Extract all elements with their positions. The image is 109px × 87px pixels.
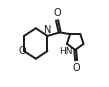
Text: O: O	[18, 46, 26, 56]
Text: O: O	[72, 63, 80, 73]
Text: HN: HN	[59, 47, 73, 56]
Text: N: N	[44, 25, 51, 35]
Text: O: O	[53, 8, 61, 18]
